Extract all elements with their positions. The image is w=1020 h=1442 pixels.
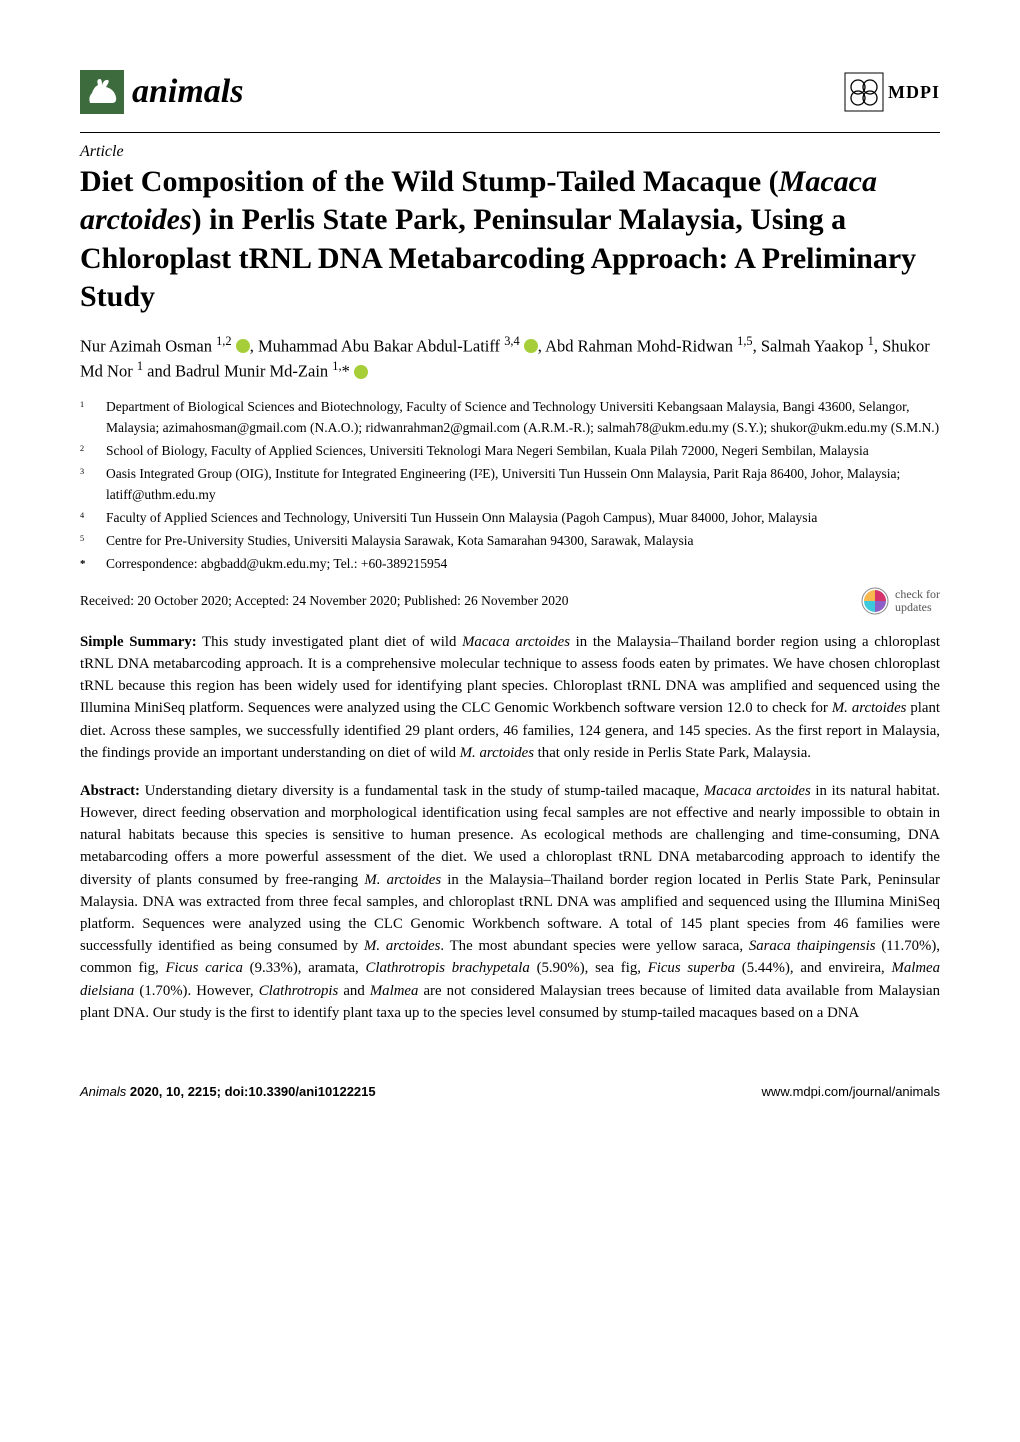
- title-part-1: Diet Composition of the Wild Stump-Taile…: [80, 165, 779, 198]
- footer-citation: Animals 2020, 10, 2215; doi:10.3390/ani1…: [80, 1084, 376, 1099]
- affil-num: 4: [80, 511, 84, 520]
- affiliation-item: 2 School of Biology, Faculty of Applied S…: [80, 441, 940, 462]
- affiliation-item: * Correspondence: abgbadd@ukm.edu.my; Tel…: [80, 554, 940, 575]
- affiliations-block: 1 Department of Biological Sciences and B…: [80, 397, 940, 574]
- footer-year: 2020, 10, 2215; doi:10.3390/ani10122215: [126, 1084, 375, 1099]
- footer-row: Animals 2020, 10, 2215; doi:10.3390/ani1…: [80, 1084, 940, 1099]
- affil-num: *: [80, 554, 94, 575]
- simple-summary-text: This study investigated plant diet of wi…: [80, 634, 940, 761]
- mdpi-text: MDPI: [888, 82, 940, 103]
- simple-summary: Simple Summary: This study investigated …: [80, 631, 940, 764]
- footer-journal: Animals: [80, 1084, 126, 1099]
- mdpi-logo: MDPI: [844, 72, 940, 112]
- affil-num: 3: [80, 467, 84, 476]
- footer-rest: 2020, 10, 2215; doi:10.3390/ani10122215: [130, 1084, 376, 1099]
- mdpi-icon: [844, 72, 884, 112]
- check-updates-label: check for updates: [895, 588, 940, 614]
- title-part-3: ) in Perlis State Park, Peninsular Malay…: [80, 203, 916, 313]
- affil-text: Faculty of Applied Sciences and Technolo…: [106, 508, 940, 529]
- article-dates: Received: 20 October 2020; Accepted: 24 …: [80, 593, 569, 609]
- affiliation-item: 4 Faculty of Applied Sciences and Technol…: [80, 508, 940, 529]
- affiliation-item: 5 Centre for Pre-University Studies, Univ…: [80, 531, 940, 552]
- journal-name: animals: [132, 73, 243, 111]
- affil-text: Centre for Pre-University Studies, Unive…: [106, 531, 940, 552]
- affil-num: 5: [80, 534, 84, 543]
- affil-text: Correspondence: abgbadd@ukm.edu.my; Tel.…: [106, 554, 940, 575]
- header-rule: [80, 132, 940, 133]
- affil-text: Department of Biological Sciences and Bi…: [106, 397, 940, 439]
- article-type: Article: [80, 143, 940, 161]
- header-row: animals MDPI: [80, 70, 940, 114]
- check-updates-link[interactable]: check for updates: [861, 587, 940, 615]
- abstract-text: Understanding dietary diversity is a fun…: [80, 783, 940, 1021]
- affil-num: 1: [80, 400, 84, 409]
- abstract: Abstract: Understanding dietary diversit…: [80, 780, 940, 1024]
- affil-text: School of Biology, Faculty of Applied Sc…: [106, 441, 940, 462]
- affiliation-item: 3 Oasis Integrated Group (OIG), Institute…: [80, 464, 940, 506]
- journal-logo: animals: [80, 70, 243, 114]
- affiliation-item: 1 Department of Biological Sciences and B…: [80, 397, 940, 439]
- affil-text: Oasis Integrated Group (OIG), Institute …: [106, 464, 940, 506]
- article-title: Diet Composition of the Wild Stump-Taile…: [80, 163, 940, 317]
- footer-url: www.mdpi.com/journal/animals: [762, 1084, 940, 1099]
- author-list: Nur Azimah Osman 1,2 , Muhammad Abu Baka…: [80, 333, 940, 384]
- page-root: animals MDPI Article Diet Composition of…: [0, 0, 1020, 1149]
- check-updates-icon: [861, 587, 889, 615]
- animals-logo-icon: [80, 70, 124, 114]
- simple-summary-label: Simple Summary:: [80, 634, 197, 650]
- rabbit-icon: [84, 77, 120, 107]
- abstract-label: Abstract:: [80, 783, 140, 799]
- dates-row: Received: 20 October 2020; Accepted: 24 …: [80, 587, 940, 615]
- affil-num: 2: [80, 444, 84, 453]
